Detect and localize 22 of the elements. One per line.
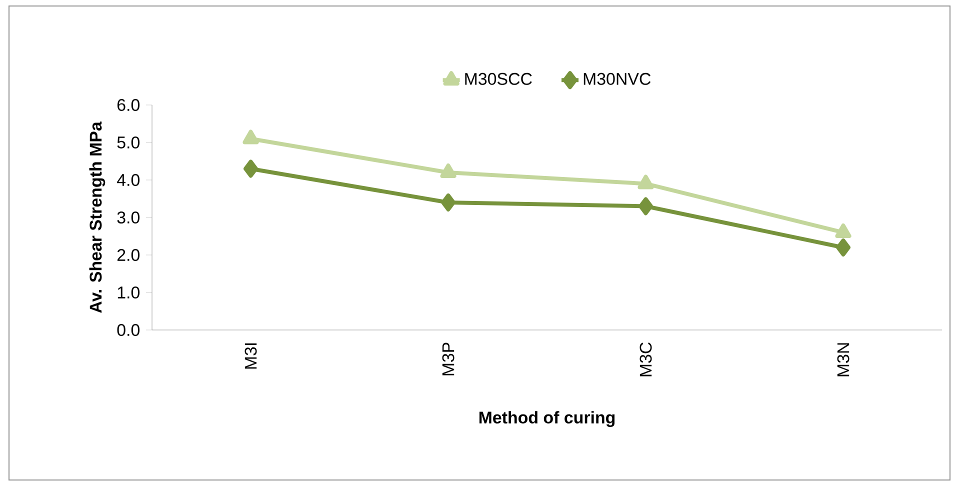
point bbox=[242, 130, 259, 144]
x-tick-label: M3P bbox=[442, 342, 454, 376]
x-tick-label: M3I bbox=[244, 343, 257, 369]
y-tick-label: 1.0 bbox=[118, 286, 140, 298]
y-tick-label: 6.0 bbox=[117, 98, 140, 111]
x-tick-label: M3C bbox=[640, 342, 652, 376]
legend-label: M30SCC bbox=[465, 72, 532, 85]
y-tick-label: 4.0 bbox=[117, 174, 140, 186]
point bbox=[441, 193, 456, 212]
point bbox=[836, 238, 851, 256]
y-tick-label: 2.0 bbox=[117, 248, 140, 261]
x-tick-label: M3N bbox=[837, 343, 850, 376]
y-axis-title: Av. Shear Strength MPa bbox=[89, 122, 106, 313]
point bbox=[244, 160, 258, 178]
x-axis-title: Method of curing bbox=[479, 411, 615, 427]
legend-label: M30NVC bbox=[584, 72, 651, 85]
point bbox=[638, 174, 654, 190]
y-tick-label: 0.0 bbox=[117, 324, 140, 336]
point bbox=[440, 163, 456, 178]
y-tick-label: 5.0 bbox=[117, 136, 140, 148]
y-tick-label: 3.0 bbox=[117, 211, 140, 224]
point bbox=[638, 197, 654, 216]
